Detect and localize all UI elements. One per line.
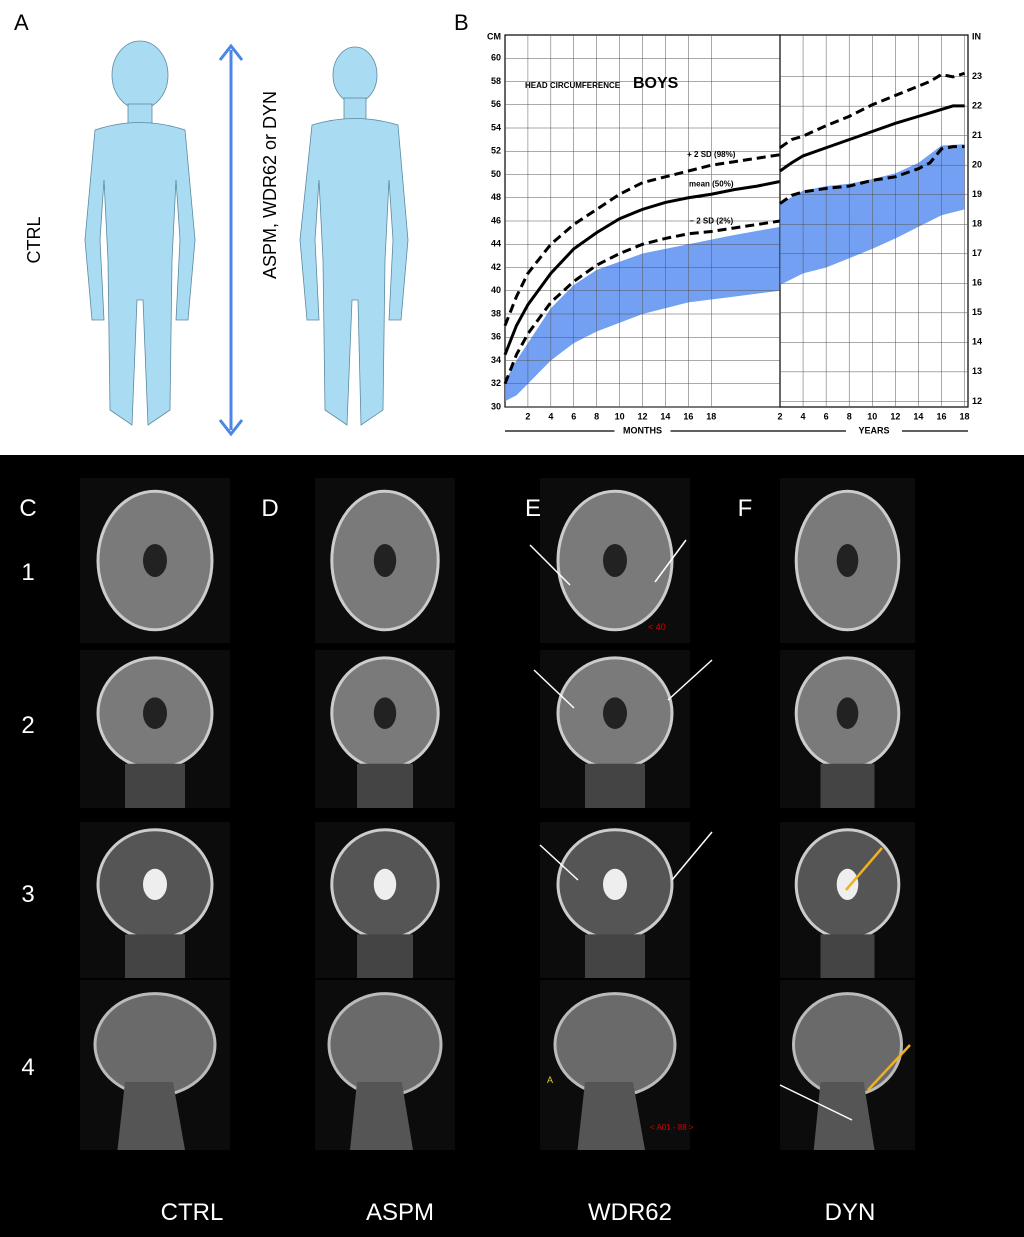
y2-tick-label: 13 (972, 366, 982, 376)
x-axis-label: MONTHS (623, 425, 662, 435)
image-annotation: A (547, 1075, 553, 1085)
neck (821, 764, 875, 808)
brain (794, 994, 902, 1096)
y2-tick-label: 21 (972, 130, 982, 140)
panel-label: B (454, 10, 469, 35)
x-axis-label: YEARS (858, 425, 889, 435)
x-tick-label: 10 (615, 411, 625, 421)
y-tick-label: 44 (491, 239, 501, 249)
ventricle (143, 544, 167, 577)
neck (357, 934, 413, 978)
x-tick-label: 6 (571, 411, 576, 421)
image-annotation: < A01 - 88 > (650, 1123, 694, 1132)
brain (555, 994, 675, 1096)
column-label: WDR62 (588, 1199, 672, 1226)
y2-tick-label: 14 (972, 337, 982, 347)
ventricle (837, 697, 859, 729)
ventricle (837, 869, 859, 900)
x-tick-label: 18 (706, 411, 716, 421)
x-tick-label: 6 (824, 411, 829, 421)
y2-tick-label: 22 (972, 101, 982, 111)
ventricle (374, 697, 396, 729)
control-label: CTRL (24, 216, 44, 263)
brain (95, 994, 215, 1096)
y-tick-label: 40 (491, 285, 501, 295)
chart-subtitle: BOYS (633, 75, 679, 92)
x-tick-label: 4 (801, 411, 806, 421)
y-tick-label: 34 (491, 355, 501, 365)
y2-tick-label: 23 (972, 71, 982, 81)
x-tick-label: 10 (867, 411, 877, 421)
ventricle (603, 697, 627, 729)
column-label: CTRL (161, 1199, 224, 1226)
y-tick-label: 36 (491, 332, 501, 342)
x-tick-label: 12 (890, 411, 900, 421)
panel-label: D (261, 495, 278, 522)
y-axis-label: CM (487, 31, 501, 41)
neck (125, 764, 185, 808)
chart-title: HEAD CIRCUMFERENCE (525, 81, 621, 90)
neck (821, 934, 875, 978)
y2-tick-label: 12 (972, 396, 982, 406)
x-tick-label: 16 (936, 411, 946, 421)
x-tick-label: 2 (525, 411, 530, 421)
neck (585, 934, 645, 978)
patient-label: ASPM, WDR62 or DYN (260, 91, 280, 279)
curve-label: − 2 SD (2%) (689, 216, 733, 225)
row-label: 2 (21, 712, 34, 739)
neck (585, 764, 645, 808)
x-tick-label: 12 (637, 411, 647, 421)
ventricle (374, 869, 396, 900)
ventricle (837, 544, 859, 577)
ventricle (603, 544, 627, 577)
y-tick-label: 60 (491, 53, 501, 63)
y-tick-label: 54 (491, 122, 501, 132)
row-label: 1 (21, 559, 34, 586)
row-label: 3 (21, 881, 34, 908)
x-tick-label: 2 (777, 411, 782, 421)
y-tick-label: 32 (491, 378, 501, 388)
y2-tick-label: 16 (972, 278, 982, 288)
x-tick-label: 8 (594, 411, 599, 421)
y2-tick-label: 15 (972, 307, 982, 317)
image-annotation: < 40 (648, 622, 666, 632)
y-tick-label: 58 (491, 76, 501, 86)
panel-label: E (525, 495, 541, 522)
curve-label: + 2 SD (98%) (687, 150, 736, 159)
row-label: 4 (21, 1054, 34, 1081)
x-tick-label: 18 (960, 411, 970, 421)
y-tick-label: 42 (491, 262, 501, 272)
y2-tick-label: 19 (972, 189, 982, 199)
panel-label: F (738, 495, 753, 522)
x-tick-label: 14 (913, 411, 923, 421)
neck (125, 934, 185, 978)
ventricle (603, 869, 627, 900)
figure: A B CTRL ASPM, WDR62 or DYN 303234363840… (0, 0, 1024, 1237)
ventricle (143, 697, 167, 729)
ventricle (143, 869, 167, 900)
brain (329, 994, 441, 1096)
y-tick-label: 38 (491, 308, 501, 318)
ventricle (374, 544, 396, 577)
y2-axis-label: IN (972, 31, 981, 41)
panel-label: C (19, 495, 36, 522)
neck (357, 764, 413, 808)
column-label: ASPM (366, 1199, 434, 1226)
y-tick-label: 46 (491, 215, 501, 225)
x-tick-label: 16 (683, 411, 693, 421)
y2-tick-label: 17 (972, 248, 982, 258)
curve-label: mean (50%) (689, 179, 734, 188)
y-tick-label: 30 (491, 401, 501, 411)
y-tick-label: 52 (491, 146, 501, 156)
y-tick-label: 48 (491, 192, 501, 202)
y-tick-label: 50 (491, 169, 501, 179)
x-tick-label: 4 (548, 411, 553, 421)
panel-label: A (14, 10, 29, 35)
x-tick-label: 8 (847, 411, 852, 421)
y2-tick-label: 18 (972, 219, 982, 229)
column-label: DYN (825, 1199, 876, 1226)
y2-tick-label: 20 (972, 160, 982, 170)
y-tick-label: 56 (491, 99, 501, 109)
x-tick-label: 14 (660, 411, 670, 421)
